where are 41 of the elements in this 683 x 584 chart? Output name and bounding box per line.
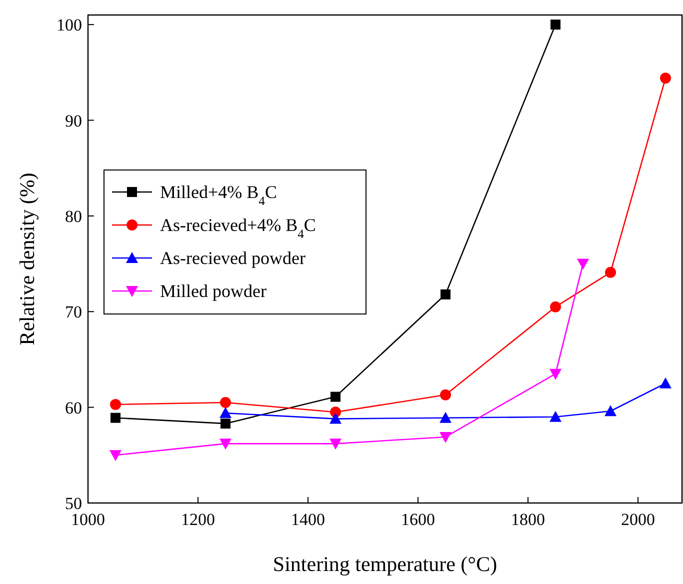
point xyxy=(604,405,616,416)
point xyxy=(330,392,340,402)
point xyxy=(660,377,672,388)
legend-label: Milled+4% B$_{4}$C xyxy=(160,182,277,208)
x-tick-label: 1800 xyxy=(511,510,545,529)
point xyxy=(577,258,589,270)
y-tick-label: 80 xyxy=(65,206,82,226)
y-tick-label: 50 xyxy=(65,494,82,513)
point xyxy=(660,72,671,84)
legend-label: As-recieved+4% B$_{4}$C xyxy=(160,215,316,241)
point xyxy=(110,412,120,423)
point xyxy=(330,412,342,424)
point xyxy=(550,301,561,312)
x-axis-title: Sintering temperature (°C) xyxy=(272,552,498,576)
point xyxy=(440,289,450,300)
point xyxy=(550,410,562,422)
point xyxy=(220,397,231,408)
x-tick-label: 1600 xyxy=(401,510,435,529)
point xyxy=(440,432,452,443)
y-tick-label: 100 xyxy=(56,16,82,35)
y-tick-label: 90 xyxy=(65,111,82,130)
x-tick-label: 2000 xyxy=(621,510,655,529)
point xyxy=(605,266,616,278)
point xyxy=(440,412,452,423)
point xyxy=(440,389,451,400)
point xyxy=(220,438,232,450)
x-tick-label: 1200 xyxy=(181,510,215,529)
point xyxy=(550,368,562,380)
y-tick-label: 60 xyxy=(65,398,82,418)
y-tick-label: 70 xyxy=(65,302,82,322)
point xyxy=(330,438,342,450)
legend-label: As-recieved powder xyxy=(160,248,306,268)
point xyxy=(550,20,560,30)
x-tick-label: 1400 xyxy=(291,510,325,529)
legend-label: Milled powder xyxy=(160,281,266,301)
point xyxy=(110,398,121,410)
point xyxy=(220,407,232,418)
y-axis-title: Relative density (%) xyxy=(15,172,39,346)
point xyxy=(110,450,122,462)
x-tick-label: 1000 xyxy=(71,510,105,529)
point xyxy=(220,418,230,429)
